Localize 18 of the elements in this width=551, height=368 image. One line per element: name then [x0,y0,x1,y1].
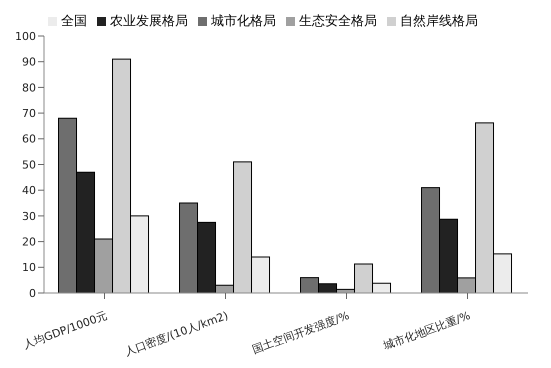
y-tick-label: 100 [15,30,36,43]
y-tick-label: 10 [22,261,36,274]
y-tick-label: 80 [22,81,36,94]
legend-label: 城市化格局 [211,14,276,29]
y-tick-label: 50 [22,158,36,172]
y-tick-label: 60 [22,132,36,146]
legend-label: 全国 [61,14,87,29]
y-tick-label: 90 [22,56,36,69]
y-tick-label: 20 [22,236,36,249]
legend-label: 生态安全格局 [299,14,377,29]
x-tick-label: 城市化地区比重/% [380,309,472,353]
y-tick-label: 40 [22,184,36,198]
y-tick-label: 30 [22,210,36,223]
y-tick-label: 70 [22,107,36,120]
y-tick-label: 0 [29,286,36,300]
legend-label: 农业发展格局 [110,14,188,29]
x-tick-label: 国土空间开发强度/% [250,309,351,356]
legend-label: 自然岸线格局 [400,14,478,29]
